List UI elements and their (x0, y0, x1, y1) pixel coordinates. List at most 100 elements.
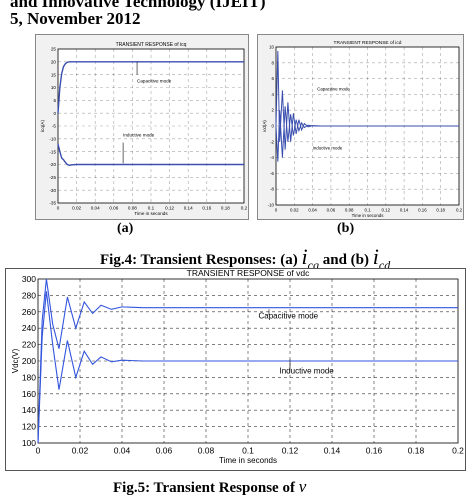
subscript-cd: cd (378, 258, 391, 272)
y-tick-label: -20 (49, 162, 56, 167)
symbol-i-cq: i (301, 244, 308, 269)
x-tick-label: 0.16 (366, 446, 383, 456)
y-tick-label: 15 (51, 72, 57, 77)
figure-4b-frame: 0 0.02 0.04 0.06 0.08 0.1 0.12 0.14 0.16 0.18 0.2 1… (257, 34, 464, 220)
y-tick-label: 25 (51, 47, 57, 52)
caption5-text: Fig.5: Transient Response of (113, 480, 295, 496)
y-tick-label: -8 (270, 187, 274, 192)
chart-icq: 0 0.02 0.04 0.06 0.08 0.1 0.12 0.14 0.16 0.18 0.2 2… (40, 42, 248, 216)
x-tick-label: 0.18 (221, 206, 230, 211)
y-axis-label: icd(A) (262, 120, 267, 132)
caption-mid: and (b) (322, 252, 370, 268)
annotation-label: Capacitive mode (317, 86, 350, 91)
annotation-label: Inductive mode (123, 132, 155, 137)
x-tick-label: 0.06 (327, 207, 336, 212)
x-tick-label: 0.18 (436, 207, 445, 212)
y-tick-label: 120 (22, 422, 36, 432)
y-tick-label: 220 (22, 340, 36, 350)
x-tick-label: 0.12 (282, 446, 299, 456)
y-tick-label: 240 (22, 323, 36, 333)
x-tick-label: 0.14 (184, 206, 193, 211)
chart-title: TRANSIENT RESPONSE of vdc (187, 269, 310, 278)
x-tick-label: 0.2 (452, 446, 464, 456)
y-tick-label: 10 (269, 45, 274, 50)
x-axis-label: Time in seconds (134, 211, 168, 216)
subscript-cq: cq (307, 258, 319, 272)
caption-prefix: Fig.4: Transient Responses: (a) (100, 252, 298, 268)
y-tick-label: 100 (22, 438, 36, 448)
figure-4a-label: (a) (117, 221, 134, 236)
x-tick-label: 0.14 (324, 446, 341, 456)
y-tick-label: 0 (272, 124, 275, 129)
series-line (275, 106, 459, 162)
x-tick-label: 0.2 (456, 207, 463, 212)
x-tick-label: 0.1 (242, 446, 254, 456)
figure-4b-label: (b) (337, 221, 355, 236)
journal-name: and Innovative Technology (IJEIT) (10, 0, 266, 11)
chart-title: TRANSIENT RESPONSE of icq (116, 42, 187, 48)
x-tick-label: 0.02 (290, 207, 299, 212)
x-tick-label: 0.04 (114, 446, 131, 456)
y-tick-label: 300 (22, 274, 36, 284)
y-tick-label: 2 (272, 108, 275, 113)
x-tick-label: 0.02 (72, 206, 81, 211)
figure-4a-frame: 0 0.02 0.04 0.06 0.08 0.1 0.12 0.14 0.16 0.18 0.2 2… (35, 34, 249, 220)
y-tick-label: -25 (49, 175, 56, 180)
chart-icd: 0 0.02 0.04 0.06 0.08 0.1 0.12 0.14 0.16 0.18 0.2 1… (262, 40, 463, 218)
symbol-i-cd: i (372, 244, 379, 269)
y-tick-label: -4 (270, 155, 274, 160)
x-axis-label: Time in seconds (352, 213, 385, 218)
x-tick-label: 0.04 (308, 207, 317, 212)
y-tick-label: 0 (53, 111, 56, 116)
y-tick-label: -10 (268, 203, 275, 208)
series-line (57, 61, 244, 114)
y-tick-label: 280 (22, 290, 36, 300)
y-tick-label: 200 (22, 356, 36, 366)
x-tick-label: 0.12 (165, 206, 174, 211)
chart-vdc: 0 0.02 0.04 0.06 0.08 0.1 0.12 0.14 0.16 0.18 0.2 3… (11, 268, 464, 465)
y-tick-label: -30 (49, 188, 56, 193)
x-tick-label: 0.14 (400, 207, 409, 212)
x-tick-label: 0.16 (202, 206, 211, 211)
series-line (57, 143, 244, 166)
y-tick-label: -10 (49, 136, 56, 141)
series-line (275, 50, 459, 150)
x-tick-label: 0.08 (198, 446, 215, 456)
y-tick-label: 4 (272, 92, 275, 97)
x-tick-label: 0.06 (156, 446, 173, 456)
y-tick-label: 10 (51, 85, 57, 90)
y-axis-label: Vdc(V) (11, 348, 20, 373)
x-tick-label: 0 (36, 446, 41, 456)
x-tick-label: 0.1 (148, 206, 155, 211)
y-tick-label: 8 (272, 60, 275, 65)
y-tick-label: -2 (270, 139, 274, 144)
y-tick-label: -5 (52, 124, 57, 129)
y-tick-label: -15 (49, 149, 56, 154)
chart-title: TRANSIENT RESPONSE of icd (334, 40, 402, 46)
annotation-label: Capacitive mode (137, 78, 172, 83)
series-line (37, 291, 458, 444)
x-tick-label: 0 (57, 206, 60, 211)
x-tick-label: 0.08 (128, 206, 137, 211)
x-tick-label: 0.08 (345, 207, 354, 212)
x-tick-label: 0.2 (241, 206, 248, 211)
x-tick-label: 0.06 (109, 206, 118, 211)
y-tick-label: 160 (22, 389, 36, 399)
symbol-v: v (298, 477, 307, 496)
annotation-label: Inductive mode (313, 146, 343, 151)
y-tick-label: 6 (272, 76, 275, 81)
figure-5-frame: 0 0.02 0.04 0.06 0.08 0.1 0.12 0.14 0.16 0.18 0.2 3… (5, 268, 466, 471)
y-tick-label: 5 (53, 98, 56, 103)
x-tick-label: 0.12 (382, 207, 391, 212)
y-tick-label: -35 (49, 201, 56, 206)
x-axis-label: Time in seconds (219, 456, 277, 465)
y-tick-label: 140 (22, 405, 36, 415)
y-tick-label: 180 (22, 372, 36, 382)
y-axis-label: icq(A) (40, 120, 45, 132)
y-tick-label: 260 (22, 307, 36, 317)
x-tick-label: 0.02 (72, 446, 89, 456)
figure-5-caption: Fig.5: Transient Response of v (113, 477, 306, 497)
figure-4-caption: Fig.4: Transient Responses: (a) icq and … (100, 244, 390, 273)
plot-area (57, 48, 245, 204)
issue-date: 5, November 2012 (10, 9, 141, 28)
